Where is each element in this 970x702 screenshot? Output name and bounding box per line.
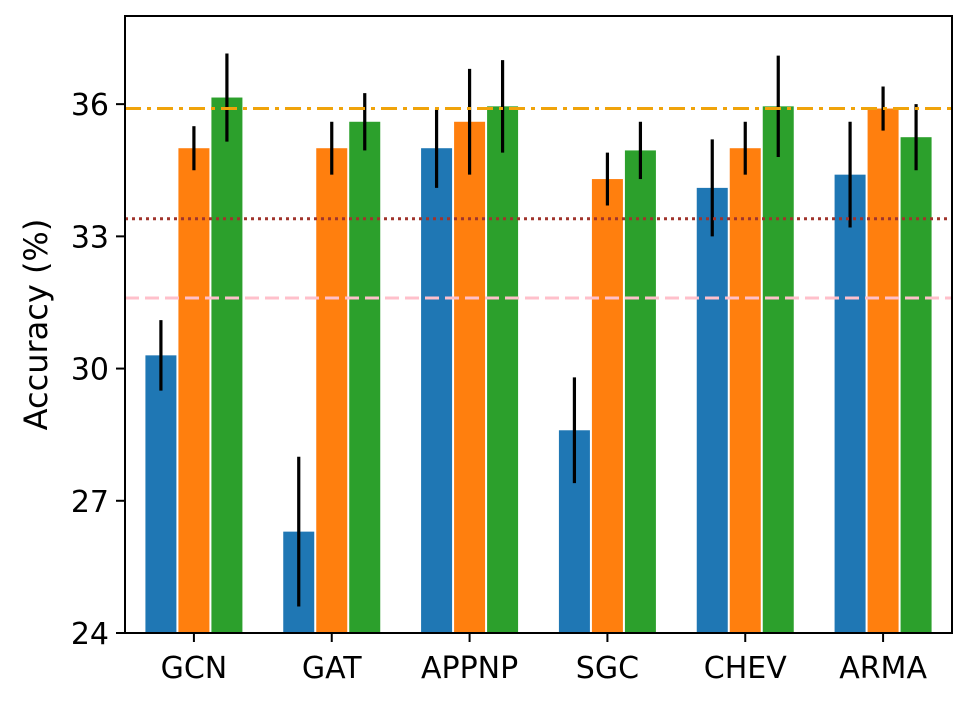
x-tick-label: GAT [302, 651, 362, 686]
errorbars-layer [159, 53, 918, 607]
y-tick-label: 24 [71, 617, 109, 652]
bar-arma-1 [834, 174, 866, 633]
x-tick-label: GCN [161, 651, 228, 686]
y-tick-label: 30 [71, 353, 109, 388]
reference-lines-layer [125, 107, 952, 300]
bar-gcn-1 [145, 355, 177, 633]
x-axis-ticks: GCN GAT APPNP SGC CHEV ARMA [161, 633, 927, 686]
bar-gat-2 [316, 148, 348, 633]
bar-appnp-1 [421, 148, 453, 633]
bar-sgc-2 [591, 179, 623, 634]
bar-arma-3 [900, 137, 932, 634]
bar-chev-2 [729, 148, 761, 633]
y-axis-ticks: 24 27 30 33 36 [71, 88, 125, 652]
x-tick-label: CHEV [704, 651, 787, 686]
bar-appnp-2 [454, 121, 486, 634]
x-tick-label: APPNP [421, 651, 518, 686]
bar-appnp-3 [487, 106, 519, 633]
bar-gcn-3 [211, 97, 243, 633]
bar-chev-3 [762, 106, 794, 633]
plot-frame [124, 15, 953, 634]
bar-sgc-3 [624, 150, 656, 634]
y-axis-label: Accuracy (%) [17, 219, 55, 431]
y-tick-label: 36 [71, 88, 109, 123]
bar-chev-1 [696, 187, 728, 633]
bar-arma-2 [867, 108, 899, 634]
bars-layer [145, 97, 932, 634]
y-tick-label: 27 [71, 485, 109, 520]
x-tick-label: SGC [576, 651, 639, 686]
bar-gcn-2 [178, 148, 210, 633]
bar-gat-3 [349, 121, 381, 634]
x-tick-label: ARMA [839, 651, 927, 686]
y-tick-label: 33 [71, 220, 109, 255]
